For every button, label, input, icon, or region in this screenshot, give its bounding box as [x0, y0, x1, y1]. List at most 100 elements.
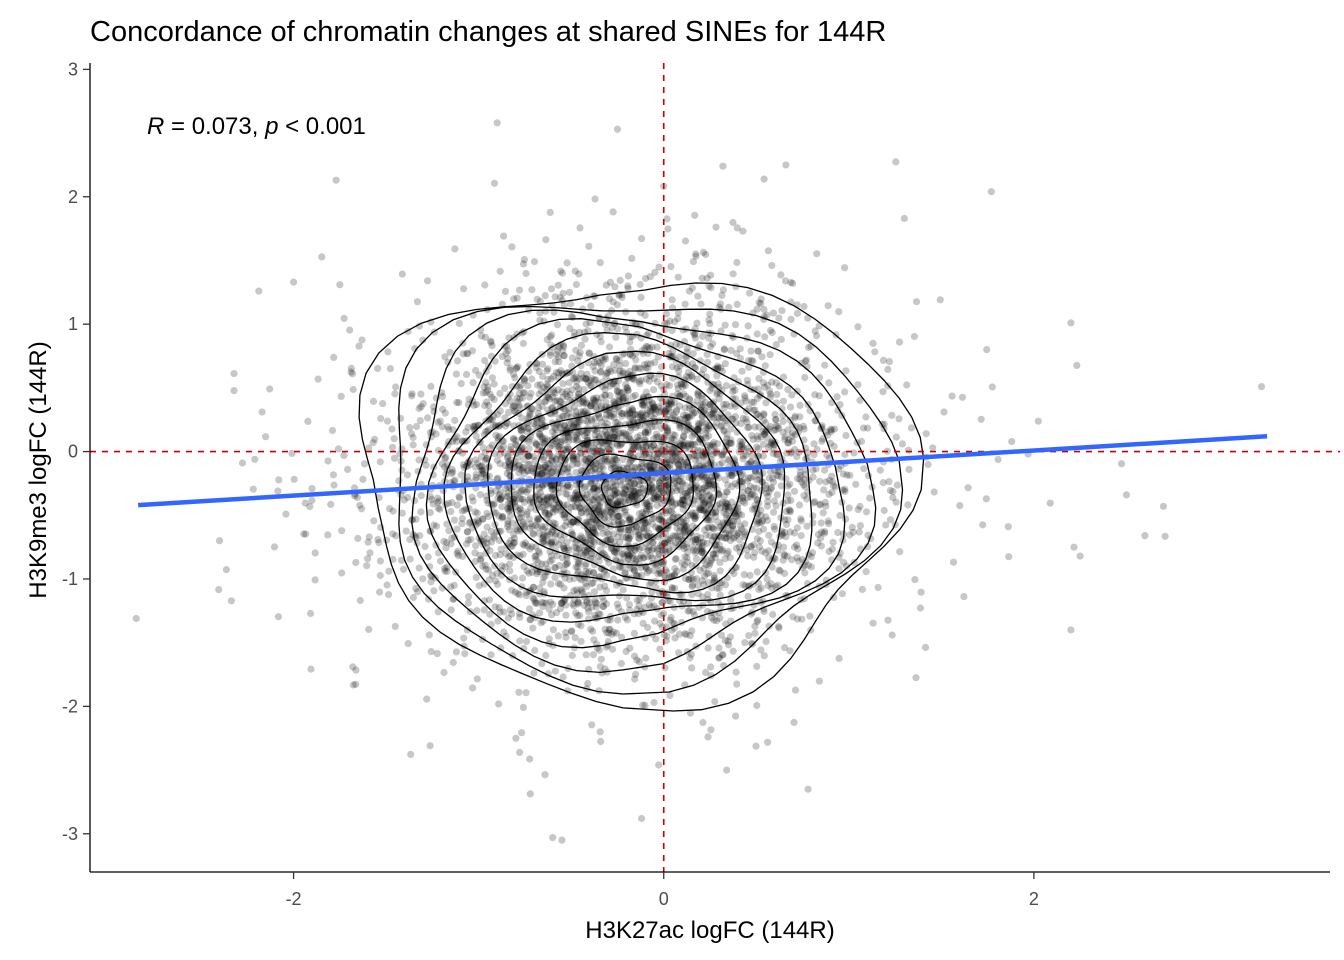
scatter-point: [352, 680, 360, 688]
scatter-point: [668, 363, 677, 371]
scatter-point: [376, 557, 384, 565]
scatter-point: [371, 435, 379, 443]
scatter-point: [708, 494, 716, 503]
scatter-point: [697, 300, 705, 308]
scatter-point: [274, 487, 282, 495]
scatter-point: [627, 550, 635, 558]
scatter-point: [570, 587, 578, 595]
scatter-point: [712, 512, 720, 520]
scatter-point: [681, 300, 689, 308]
scatter-point: [251, 455, 259, 463]
y-tick-label: -2: [62, 696, 78, 716]
scatter-point: [647, 443, 656, 451]
scatter-point: [654, 403, 663, 411]
scatter-point: [230, 387, 238, 395]
scatter-point: [633, 596, 641, 604]
scatter-point: [693, 425, 702, 433]
scatter-point: [480, 383, 488, 391]
scatter-point: [457, 380, 465, 388]
scatter-point: [772, 379, 780, 387]
scatter-point: [644, 553, 652, 561]
scatter-point: [390, 454, 399, 462]
scatter-point: [392, 532, 400, 540]
scatter-point: [796, 401, 804, 409]
scatter-point: [432, 522, 441, 530]
scatter-point: [670, 436, 679, 444]
scatter-point: [636, 488, 644, 497]
scatter-point: [528, 543, 536, 551]
scatter-point: [627, 426, 635, 434]
scatter-point: [582, 400, 590, 408]
scatter-point: [678, 496, 687, 504]
scatter-point: [668, 498, 676, 506]
scatter-point: [587, 302, 595, 310]
scatter-point: [772, 422, 780, 430]
scatter-point: [528, 568, 536, 576]
scatter-point: [773, 390, 781, 398]
scatter-point: [674, 482, 682, 490]
scatter-point: [741, 639, 749, 647]
scatter-point: [581, 536, 589, 544]
scatter-point: [726, 402, 734, 410]
scatter-point: [895, 338, 904, 346]
scatter-point: [565, 546, 573, 554]
scatter-point: [288, 449, 296, 457]
scatter-point: [645, 601, 653, 609]
scatter-point: [749, 435, 757, 443]
scatter-point: [582, 429, 591, 437]
scatter-point: [768, 563, 776, 571]
scatter-point: [522, 689, 530, 697]
scatter-point: [727, 425, 735, 433]
scatter-point: [624, 284, 632, 292]
scatter-point: [436, 417, 444, 425]
scatter-point: [587, 467, 595, 475]
scatter-point: [614, 512, 622, 521]
scatter-point: [575, 270, 583, 278]
scatter-point: [707, 284, 715, 292]
scatter-point: [355, 342, 363, 350]
scatter-point: [733, 300, 741, 308]
scatter-point: [682, 522, 690, 530]
scatter-point: [424, 414, 432, 422]
scatter-point: [640, 451, 648, 459]
scatter-point: [773, 491, 781, 499]
scatter-point: [451, 416, 459, 424]
scatter-point: [453, 433, 461, 441]
scatter-point: [639, 619, 647, 628]
scatter-point: [821, 498, 830, 506]
scatter-point: [674, 461, 683, 469]
scatter-point: [857, 437, 866, 445]
scatter-point: [700, 506, 708, 514]
scatter-point: [534, 381, 542, 389]
scatter-point: [664, 400, 672, 408]
scatter-point: [553, 397, 561, 405]
scatter-point: [624, 282, 632, 290]
scatter-point: [623, 574, 631, 582]
scatter-point: [546, 598, 555, 606]
scatter-point: [570, 496, 578, 504]
scatter-point: [729, 521, 737, 530]
scatter-point: [627, 485, 635, 493]
scatter-point: [571, 267, 579, 275]
scatter-point: [365, 533, 373, 541]
scatter-point: [607, 506, 615, 515]
scatter-point: [892, 433, 900, 441]
scatter-point: [614, 489, 622, 497]
scatter-point: [690, 546, 698, 554]
scatter-point: [573, 436, 581, 444]
scatter-point: [568, 518, 576, 526]
scatter-point: [669, 510, 677, 518]
scatter-point: [698, 577, 706, 585]
scatter-point: [693, 319, 701, 327]
scatter-point: [453, 525, 461, 533]
scatter-point: [411, 532, 419, 540]
scatter-point: [590, 496, 598, 504]
outlier-point: [1257, 383, 1266, 391]
scatter-point: [539, 466, 547, 474]
scatter-point: [717, 305, 725, 313]
scatter-point: [815, 677, 824, 685]
scatter-point: [818, 528, 826, 536]
scatter-point: [884, 365, 892, 373]
scatter-point: [677, 453, 685, 461]
